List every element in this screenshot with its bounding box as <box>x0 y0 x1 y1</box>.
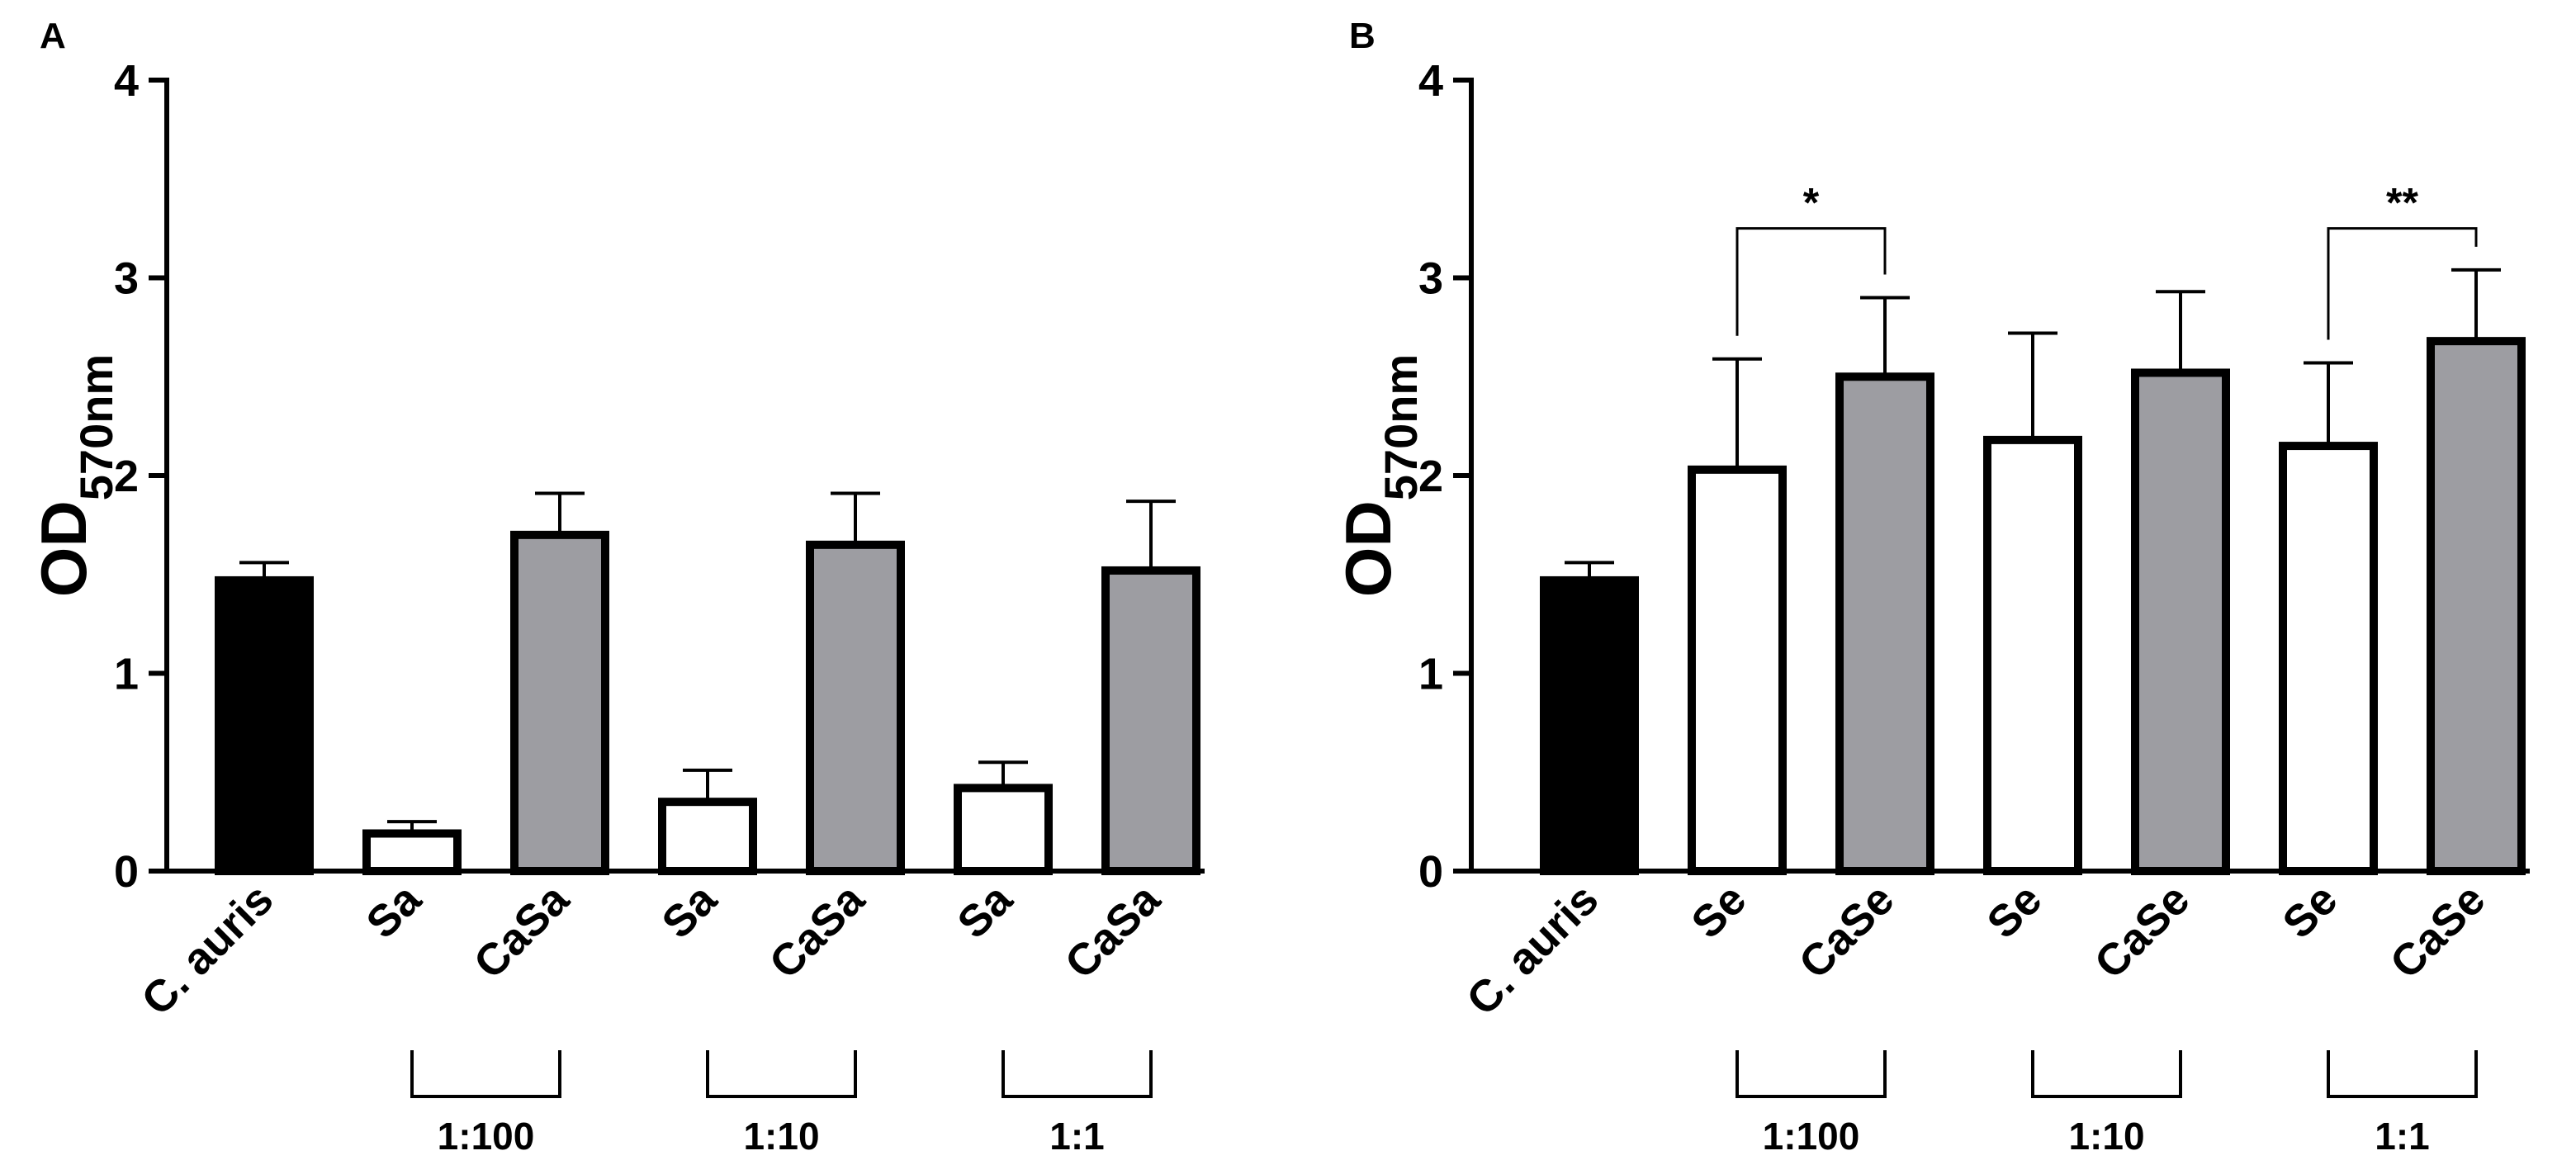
panel-b-category-label: CaSe <box>2086 874 2200 988</box>
panel-b-group-bracket <box>2327 1050 2478 1098</box>
panel-b-group-bracket <box>1735 1050 1887 1098</box>
panel-a-category-label: Sa <box>652 874 727 948</box>
panel-a-bar-casa <box>806 540 905 875</box>
panel-b-category-label: Se <box>1977 874 2051 948</box>
panel-b-category-label: CaSe <box>1790 874 1904 988</box>
panel-a-group-label: 1:10 <box>743 1115 819 1158</box>
panel-b-group-bracket <box>2031 1050 2182 1098</box>
panel-b-bar-c-auris <box>1540 575 1639 875</box>
panel-a-y-tick-label: 2 <box>114 452 139 501</box>
panel-b-significance-marker: * <box>1803 180 1820 226</box>
panel-b-significance-bracket <box>2327 227 2478 340</box>
panel-b-significance-marker: ** <box>2386 180 2418 226</box>
panel-a-bar-casa <box>510 530 609 875</box>
panel-b-group-label: 1:1 <box>2375 1115 2429 1158</box>
panel-b-group-label: 1:10 <box>2068 1115 2144 1158</box>
panel-b-group-label: 1:100 <box>1763 1115 1860 1158</box>
panel-b-bar-case <box>2427 337 2526 875</box>
panel-a-category-label: C. auris <box>132 874 282 1025</box>
panel-b: B OD570nm 0 1 2 3 4 C. auris Se CaSe Se CaSe Se CaSe 1… <box>1332 16 2530 1158</box>
panel-b-y-axis-title-main: OD <box>1332 500 1404 597</box>
panel-b-category-label: Se <box>1682 874 1755 948</box>
panel-a-y-tick-label: 4 <box>114 56 139 106</box>
panel-b-bar-case <box>1835 372 1934 875</box>
panel-b-y-tick-label: 3 <box>1418 254 1443 304</box>
panel-b-y-axis-title-subscript: 570nm <box>1375 354 1427 500</box>
panel-b-y-tick-label: 4 <box>1418 56 1443 106</box>
panel-a-y-tick-label: 3 <box>114 254 139 304</box>
panel-b-bar-case <box>2131 368 2230 875</box>
panel-a-category-label: Sa <box>357 874 431 948</box>
panel-a-group-label: 1:1 <box>1049 1115 1104 1158</box>
panel-b-significance-bracket <box>1735 227 1887 336</box>
panel-b-label: B <box>1349 16 1376 56</box>
panel-b-bar-se <box>1983 435 2082 875</box>
panel-b-category-label: CaSe <box>2381 874 2495 988</box>
panel-a-y-tick-label: 1 <box>114 650 139 699</box>
panel-a-bar-c-auris <box>215 575 314 875</box>
panel-a-group-bracket <box>1002 1050 1153 1098</box>
panel-a-category-label: CaSa <box>760 874 875 988</box>
panel-b-category-label: Se <box>2273 874 2346 948</box>
panel-b-bar-se <box>1688 465 1787 875</box>
panel-a-bar-sa <box>954 784 1053 875</box>
panel-a-label: A <box>40 16 66 56</box>
panel-b-y-tick-label: 1 <box>1418 650 1443 699</box>
panel-a: A OD570nm 0 1 2 3 4 C. auris Sa CaSa Sa CaSa Sa CaSa 1… <box>27 16 1205 1158</box>
panel-a-group-label: 1:100 <box>438 1115 535 1158</box>
panel-b-category-label: C. auris <box>1457 874 1608 1025</box>
panel-a-bar-casa <box>1101 566 1200 876</box>
panel-b-y-axis-title: OD570nm <box>1332 354 1427 597</box>
panel-a-group-bracket <box>706 1050 857 1098</box>
panel-a-y-tick-label: 0 <box>114 847 139 897</box>
panel-a-category-label: CaSa <box>1056 874 1171 988</box>
panel-a-bar-sa <box>362 829 462 875</box>
panel-b-y-tick-label: 2 <box>1418 452 1443 501</box>
panel-b-y-tick-label: 0 <box>1418 847 1443 897</box>
panel-a-category-label: Sa <box>948 874 1022 948</box>
panel-a-category-label: CaSa <box>465 874 580 988</box>
panel-a-y-axis-title-main: OD <box>27 500 100 597</box>
panel-a-y-axis-title-subscript: 570nm <box>70 354 122 500</box>
panel-b-bar-se <box>2279 442 2378 875</box>
panel-a-group-bracket <box>410 1050 561 1098</box>
panel-a-bar-sa <box>658 798 757 875</box>
panel-a-y-axis-title: OD570nm <box>27 354 122 597</box>
